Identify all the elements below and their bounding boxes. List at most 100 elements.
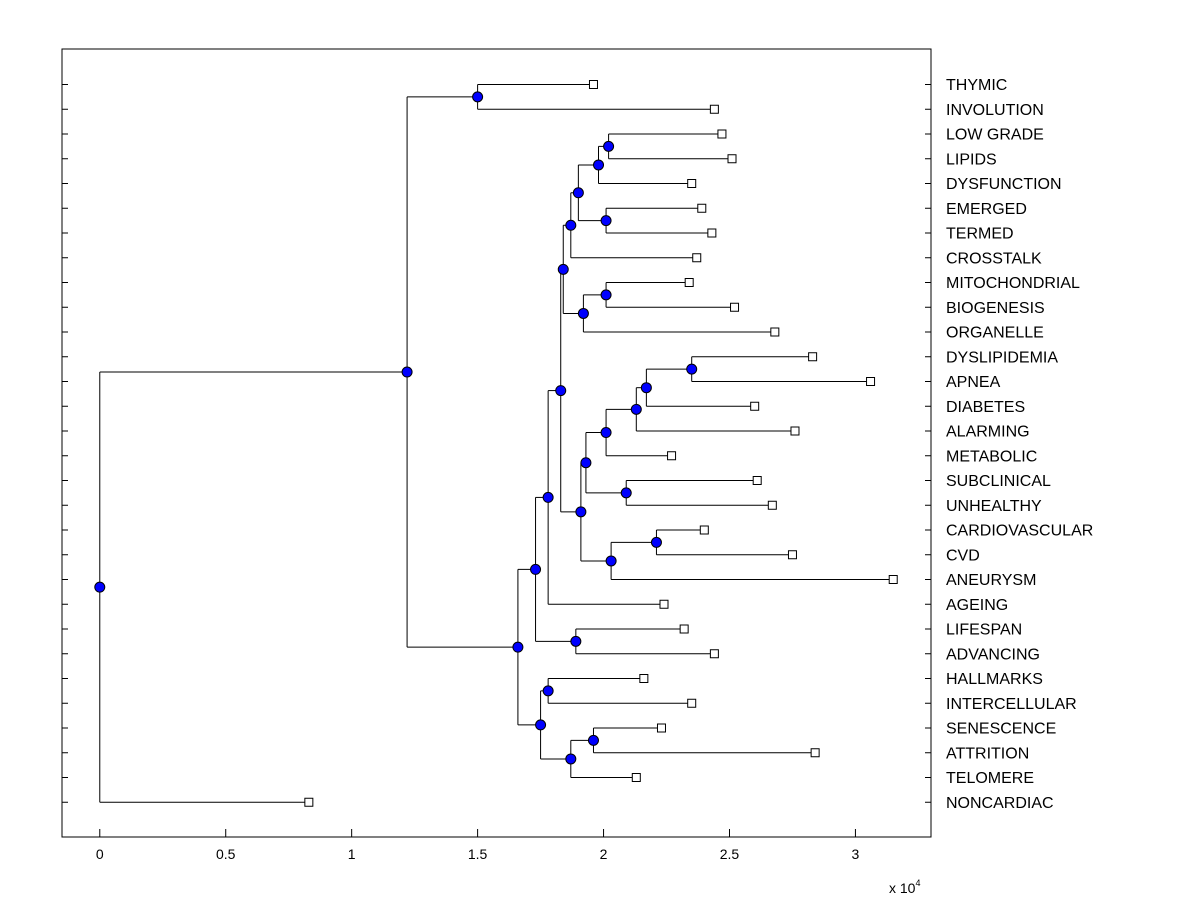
leaf-label: LIPIDS [946, 151, 997, 168]
leaf-marker [790, 426, 800, 436]
leaf-label: TERMED [946, 226, 1014, 243]
leaf-marker [767, 500, 777, 510]
x-scale-label: x 104 [889, 878, 920, 896]
leaf-label: INVOLUTION [946, 102, 1044, 119]
x-tick-label: 0.5 [216, 846, 236, 862]
leaf-label: TELOMERE [946, 770, 1034, 787]
x-tick-label: 0 [96, 846, 104, 862]
leaf-marker [866, 377, 876, 386]
node-marker [600, 215, 612, 227]
leaf-label: ADVANCING [946, 646, 1040, 663]
plot-area [61, 48, 932, 838]
node-markers [94, 91, 698, 765]
leaf-label: ALARMING [946, 424, 1030, 441]
node-marker [577, 307, 589, 319]
leaf-label: METABOLIC [946, 448, 1037, 465]
leaf-label: CROSSTALK [946, 250, 1042, 267]
node-marker [565, 753, 577, 765]
node-marker [565, 219, 577, 231]
leaf-markers [304, 80, 898, 807]
leaf-label: ORGANELLE [946, 325, 1044, 342]
node-marker [600, 427, 612, 439]
node-marker [600, 289, 612, 301]
leaf-label: SUBCLINICAL [946, 473, 1051, 490]
node-marker [530, 563, 542, 575]
leaf-marker [699, 525, 709, 535]
leaf-marker [684, 278, 694, 287]
leaf-label: APNEA [946, 374, 1001, 391]
leaf-marker [707, 228, 717, 238]
x-tick-labels: 0 0.5 1 1.5 2 2.5 3 [96, 846, 860, 862]
leaf-label: DYSFUNCTION [946, 176, 1062, 193]
node-marker [512, 641, 524, 653]
leaf-marker [727, 154, 737, 164]
leaf-label: DYSLIPIDEMIA [946, 349, 1058, 366]
leaf-label: CARDIOVASCULAR [946, 523, 1093, 540]
x-tick-label: 2 [600, 846, 608, 862]
leaf-label: SENESCENCE [946, 721, 1056, 738]
node-marker [542, 491, 554, 503]
leaf-marker [730, 302, 740, 312]
x-tick-label: 1 [348, 846, 356, 862]
leaf-marker [697, 203, 707, 213]
leaf-label: ANEURYSM [946, 572, 1036, 589]
leaf-label: HALLMARKS [946, 671, 1043, 688]
node-marker [557, 263, 569, 275]
node-marker [650, 536, 662, 548]
leaf-label: LIFESPAN [946, 622, 1022, 639]
leaf-label: UNHEALTHY [946, 498, 1042, 515]
leaf-label: ATTRITION [946, 745, 1029, 762]
node-marker [572, 187, 584, 199]
node-marker [542, 685, 554, 697]
x-tick-label: 3 [852, 846, 860, 862]
leaf-marker [631, 773, 641, 782]
leaf-marker [639, 674, 649, 683]
leaf-marker [304, 797, 314, 807]
leaf-marker [752, 476, 762, 485]
leaf-marker [692, 253, 702, 263]
node-marker [555, 385, 567, 397]
leaf-marker [717, 129, 727, 139]
node-marker [94, 581, 106, 593]
node-marker [640, 382, 652, 394]
node-marker [630, 403, 642, 415]
x-tick-label: 2.5 [720, 846, 740, 862]
leaf-marker [588, 80, 598, 89]
x-tick-label: 1.5 [468, 846, 488, 862]
node-marker [570, 635, 582, 647]
leaf-marker [808, 352, 818, 362]
leaf-labels: THYMIC INVOLUTION LOW GRADE LIPIDS DYSFUNCTI… [946, 77, 1093, 812]
leaf-label: AGEING [946, 597, 1008, 614]
leaf-label: LOW GRADE [946, 127, 1044, 144]
leaf-label: CVD [946, 547, 980, 564]
node-marker [686, 363, 698, 375]
leaf-marker [750, 401, 760, 411]
leaf-label: BIOGENESIS [946, 300, 1045, 317]
leaf-marker [888, 575, 898, 584]
leaf-marker [787, 550, 797, 560]
leaf-marker [709, 649, 719, 659]
leaf-label: NONCARDIAC [946, 795, 1054, 812]
node-marker [580, 457, 592, 469]
leaf-marker [709, 104, 719, 114]
node-marker [603, 140, 615, 152]
leaf-label: EMERGED [946, 201, 1027, 218]
node-marker [401, 366, 413, 378]
leaf-marker [810, 748, 820, 758]
node-marker [593, 159, 605, 171]
leaf-label: DIABETES [946, 399, 1025, 416]
leaf-marker [687, 698, 697, 708]
node-marker [472, 91, 484, 103]
leaf-label: INTERCELLULAR [946, 696, 1077, 713]
leaf-marker [679, 624, 689, 634]
node-marker [575, 506, 587, 518]
leaf-marker [770, 327, 780, 337]
node-marker [587, 734, 599, 746]
node-marker [620, 487, 632, 499]
leaf-label: MITOCHONDRIAL [946, 275, 1080, 292]
leaf-marker [667, 451, 677, 461]
node-marker [535, 719, 547, 731]
leaf-label: THYMIC [946, 77, 1007, 94]
leaf-marker [656, 723, 666, 733]
